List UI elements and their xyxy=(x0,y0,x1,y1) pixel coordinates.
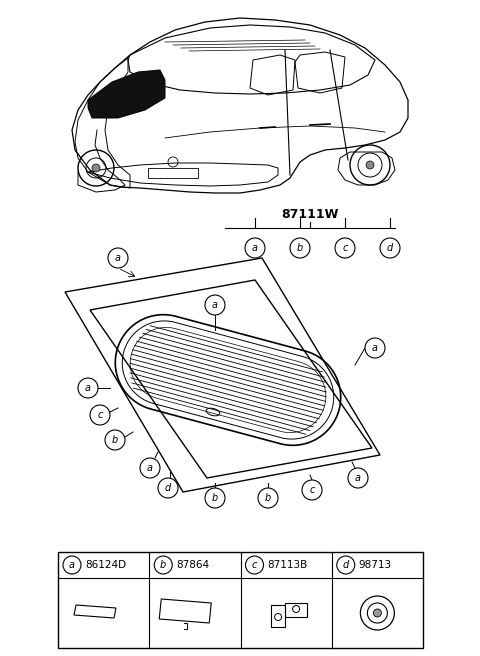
Text: a: a xyxy=(372,343,378,353)
Text: b: b xyxy=(112,435,118,445)
Text: c: c xyxy=(342,243,348,253)
Circle shape xyxy=(290,238,310,258)
Text: 98713: 98713 xyxy=(359,560,392,570)
Bar xyxy=(285,603,307,617)
Text: a: a xyxy=(212,300,218,310)
Text: a: a xyxy=(69,560,75,570)
Text: c: c xyxy=(97,410,103,420)
Circle shape xyxy=(158,478,178,498)
Text: a: a xyxy=(147,463,153,473)
Polygon shape xyxy=(88,70,165,118)
Text: b: b xyxy=(297,243,303,253)
Text: a: a xyxy=(252,243,258,253)
Text: d: d xyxy=(165,483,171,493)
Circle shape xyxy=(302,480,322,500)
Circle shape xyxy=(108,248,128,268)
Text: a: a xyxy=(115,253,121,263)
Text: a: a xyxy=(355,473,361,483)
Circle shape xyxy=(245,556,264,574)
Text: c: c xyxy=(252,560,257,570)
Text: d: d xyxy=(343,560,349,570)
Text: b: b xyxy=(265,493,271,503)
Circle shape xyxy=(92,164,100,172)
Text: 86124D: 86124D xyxy=(85,560,126,570)
Circle shape xyxy=(365,338,385,358)
Circle shape xyxy=(78,378,98,398)
Text: b: b xyxy=(212,493,218,503)
Circle shape xyxy=(337,556,355,574)
Text: 87111W: 87111W xyxy=(281,209,339,222)
Text: 87864: 87864 xyxy=(176,560,209,570)
Circle shape xyxy=(348,468,368,488)
Circle shape xyxy=(205,295,225,315)
Circle shape xyxy=(380,238,400,258)
Circle shape xyxy=(366,161,374,169)
Circle shape xyxy=(90,405,110,425)
Circle shape xyxy=(373,609,382,617)
Text: 87113B: 87113B xyxy=(267,560,308,570)
Text: a: a xyxy=(85,383,91,393)
Bar xyxy=(148,168,198,178)
Text: d: d xyxy=(387,243,393,253)
Text: b: b xyxy=(160,560,167,570)
Circle shape xyxy=(154,556,172,574)
Bar xyxy=(271,605,285,627)
Circle shape xyxy=(205,488,225,508)
Circle shape xyxy=(335,238,355,258)
Circle shape xyxy=(63,556,81,574)
Circle shape xyxy=(245,238,265,258)
Circle shape xyxy=(105,430,125,450)
Text: c: c xyxy=(309,485,315,495)
Bar xyxy=(58,552,423,648)
Circle shape xyxy=(258,488,278,508)
Circle shape xyxy=(140,458,160,478)
